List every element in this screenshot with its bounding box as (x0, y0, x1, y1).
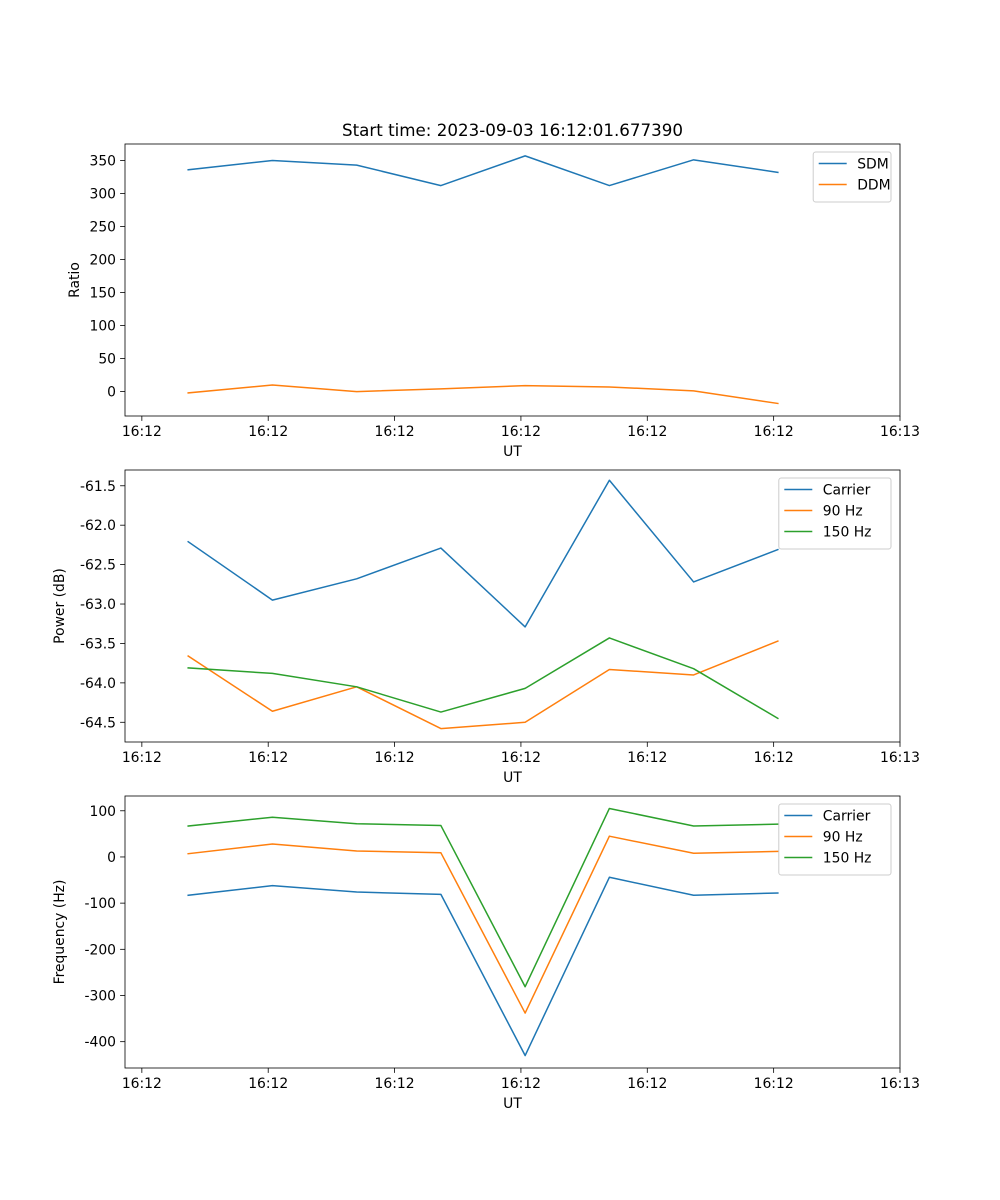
x-tick-label: 16:13 (880, 750, 920, 766)
y-tick-label: -63.0 (80, 597, 116, 613)
legend-label: Carrier (823, 809, 871, 825)
x-tick-label: 16:12 (122, 424, 162, 440)
y-tick-label: -100 (84, 896, 116, 912)
y-tick-label: 350 (89, 154, 116, 170)
subplot-3: 16:12 16:12 16:12 16:12 16:12 16:12 16:13 -400 -… (52, 795, 920, 1112)
axes-frame (124, 469, 901, 743)
y-tick-label: -400 (84, 1035, 116, 1051)
y-tick-label: -61.5 (80, 479, 116, 495)
axes-frame (124, 143, 901, 417)
legend-label: 150 Hz (823, 525, 872, 541)
x-tick-label: 16:12 (501, 1076, 541, 1092)
legend: SDM DDM (812, 151, 892, 203)
y-tick-label: -300 (84, 988, 116, 1004)
y-tick-label: -62.0 (80, 518, 116, 534)
y-tick-label: 150 (89, 286, 116, 302)
y-axis-label: Frequency (Hz) (52, 880, 68, 985)
y-tick-label: 100 (89, 319, 116, 335)
x-axis-label: UT (503, 770, 522, 786)
x-tick-label: 16:12 (122, 750, 162, 766)
subplot-1: 16:12 16:12 16:12 16:12 16:12 16:12 16:13 0 50 10… (67, 143, 920, 460)
x-tick-label: 16:12 (754, 1076, 794, 1092)
y-tick-label: -63.5 (80, 636, 116, 652)
y-tick-label: 0 (107, 850, 116, 866)
x-axis-label: UT (503, 1096, 522, 1112)
x-tick-label: 16:12 (501, 424, 541, 440)
y-axis-label: Power (dB) (52, 568, 68, 644)
x-tick-label: 16:12 (375, 750, 415, 766)
x-tick-label: 16:12 (248, 750, 288, 766)
y-tick-label: 100 (89, 804, 116, 820)
x-tick-label: 16:13 (880, 1076, 920, 1092)
x-tick-label: 16:12 (627, 750, 667, 766)
y-tick-label: -200 (84, 942, 116, 958)
y-tick-label: 0 (107, 385, 116, 401)
x-tick-label: 16:12 (627, 424, 667, 440)
x-tick-label: 16:12 (248, 1076, 288, 1092)
y-tick-label: 50 (98, 352, 116, 368)
series-line-carrier (187, 479, 779, 628)
x-tick-label: 16:13 (880, 424, 920, 440)
x-tick-label: 16:12 (627, 1076, 667, 1092)
series-line-carrier (187, 876, 779, 1057)
series-line-90-hz (187, 640, 779, 730)
y-tick-label: -64.5 (80, 715, 116, 731)
legend-frame (812, 151, 892, 203)
chart-title: Start time: 2023-09-03 16:12:01.677390 (342, 120, 683, 140)
legend: Carrier 90 Hz 150 Hz (778, 477, 892, 550)
x-tick-label: 16:12 (754, 424, 794, 440)
y-tick-label: -62.5 (80, 558, 116, 574)
series-line-150-hz (187, 637, 779, 720)
legend-label: SDM (857, 157, 889, 173)
legend-label: 150 Hz (823, 851, 872, 867)
x-tick-label: 16:12 (248, 424, 288, 440)
x-axis-label: UT (503, 444, 522, 460)
y-tick-label: -64.0 (80, 676, 116, 692)
subplots: 16:12 16:12 16:12 16:12 16:12 16:12 16:13 0 50 10… (52, 143, 920, 1112)
legend: Carrier 90 Hz 150 Hz (778, 803, 892, 876)
y-tick-label: 300 (89, 187, 116, 203)
y-axis-label: Ratio (67, 262, 83, 298)
series-line-90-hz (187, 835, 779, 1014)
series-line-sdm (187, 155, 779, 187)
x-tick-label: 16:12 (122, 1076, 162, 1092)
x-tick-label: 16:12 (375, 424, 415, 440)
axes-frame (124, 795, 901, 1069)
legend-label: 90 Hz (823, 504, 863, 520)
legend-label: 90 Hz (823, 830, 863, 846)
subplot-2: 16:12 16:12 16:12 16:12 16:12 16:12 16:13 -64.5… (52, 469, 920, 786)
x-tick-label: 16:12 (754, 750, 794, 766)
y-tick-label: 200 (89, 253, 116, 269)
series-line-150-hz (187, 807, 779, 988)
series-line-ddm (187, 384, 779, 405)
legend-label: DDM (857, 178, 890, 194)
y-tick-label: 250 (89, 220, 116, 236)
x-tick-label: 16:12 (375, 1076, 415, 1092)
legend-label: Carrier (823, 483, 871, 499)
x-tick-label: 16:12 (501, 750, 541, 766)
